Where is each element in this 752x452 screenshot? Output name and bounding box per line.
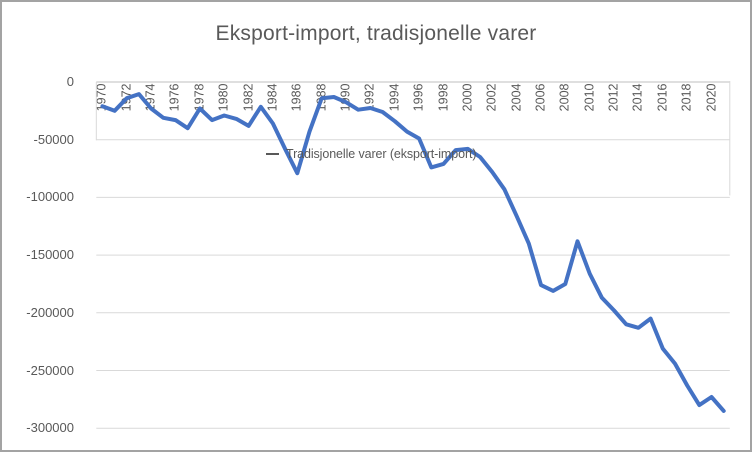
y-tick-label: -100000: [26, 189, 74, 205]
gridlines: [95, 81, 731, 429]
y-tick-label: -200000: [26, 304, 74, 320]
y-tick-label: -50000: [33, 131, 74, 147]
chart-title: Eksport-import, tradisjonelle varer: [215, 22, 537, 45]
y-tick-label: -150000: [26, 247, 74, 263]
data-line-series: [100, 92, 726, 413]
legend-line-marker-icon: [266, 153, 279, 155]
y-tick-label: 0: [66, 74, 74, 89]
legend: Tradisjonelle varer (eksport-import): [266, 147, 477, 161]
y-tick-label: -300000: [26, 420, 74, 436]
y-tick-label: -250000: [26, 362, 74, 378]
legend-label: Tradisjonelle varer (eksport-import): [286, 147, 477, 161]
